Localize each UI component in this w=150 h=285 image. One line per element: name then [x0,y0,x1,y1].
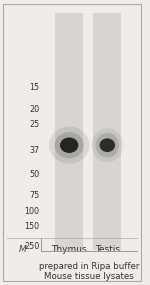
Text: M: M [19,245,26,254]
FancyBboxPatch shape [3,4,141,280]
Text: prepared in Ripa buffer: prepared in Ripa buffer [39,262,139,271]
Ellipse shape [96,133,119,158]
Text: 37: 37 [29,146,39,155]
Text: 15: 15 [29,83,39,92]
Text: 100: 100 [24,207,39,216]
Ellipse shape [92,128,123,162]
Ellipse shape [100,139,115,152]
Text: 20: 20 [29,105,39,115]
Text: 50: 50 [29,170,39,179]
Text: 250: 250 [24,242,39,251]
Text: Thymus: Thymus [51,245,87,254]
Text: 150: 150 [24,223,39,231]
Text: Testis: Testis [95,245,120,254]
Bar [55,13,83,250]
Ellipse shape [54,132,84,158]
Bar [93,13,121,250]
Ellipse shape [60,137,78,153]
Text: 75: 75 [29,192,39,200]
Ellipse shape [49,127,89,164]
Text: Mouse tissue lysates: Mouse tissue lysates [44,272,134,281]
Text: 25: 25 [29,120,39,129]
